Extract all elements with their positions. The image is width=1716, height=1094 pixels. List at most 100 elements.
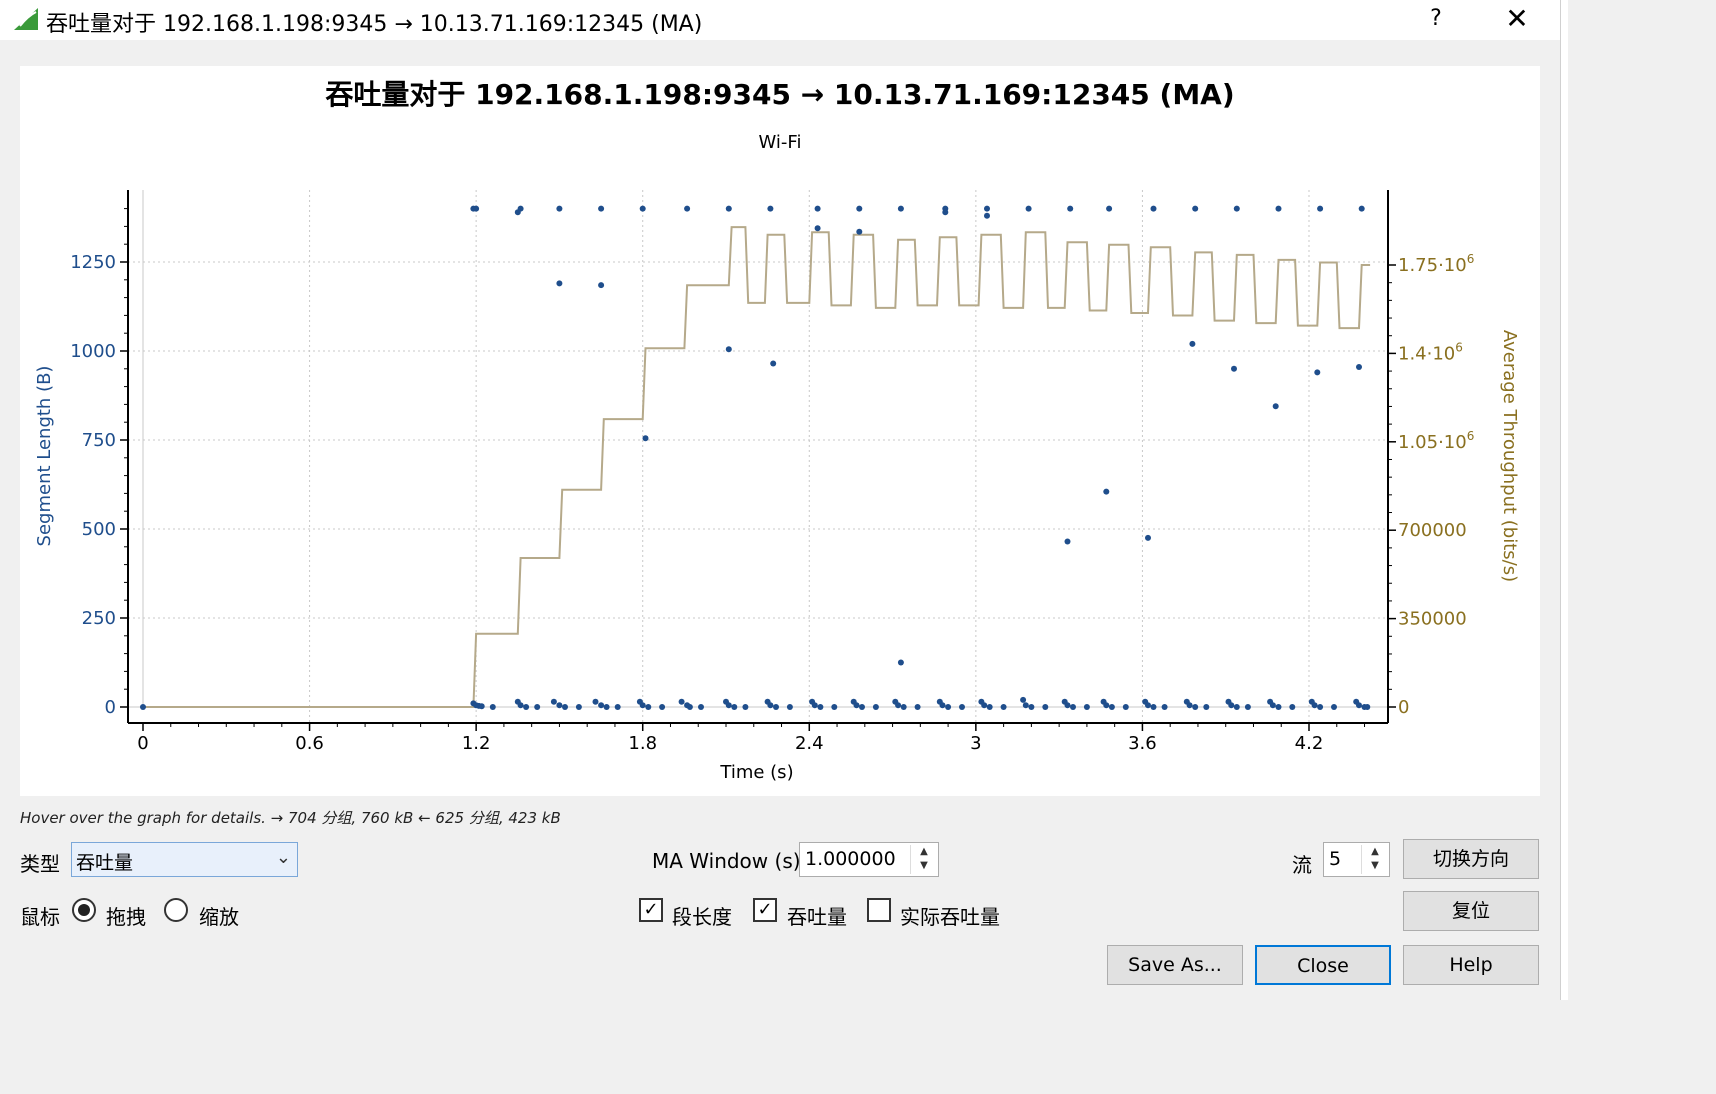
- type-combobox[interactable]: 吞吐量 ⌄: [71, 842, 298, 877]
- segment-point: [770, 360, 777, 367]
- segment-length-label: 段长度: [672, 905, 732, 929]
- y2-tick-label: 0: [1398, 697, 1409, 718]
- reset-button[interactable]: 复位: [1403, 891, 1539, 931]
- x-tick-label: 4.2: [1295, 733, 1324, 754]
- help-button[interactable]: Help: [1403, 945, 1539, 985]
- segment-point: [1150, 205, 1157, 212]
- segment-point: [1269, 702, 1276, 709]
- segment-point: [817, 704, 824, 710]
- checkmark-icon: ✓: [757, 899, 773, 920]
- type-label: 类型: [20, 852, 60, 876]
- segment-point: [1314, 369, 1321, 376]
- y2-tick-label: 1.4·106: [1398, 340, 1463, 364]
- help-icon[interactable]: ?: [1430, 6, 1442, 31]
- throughput-line: [143, 226, 1371, 708]
- zoom-radio[interactable]: [164, 898, 188, 922]
- segment-point: [1275, 205, 1282, 212]
- throughput-checkbox[interactable]: ✓: [753, 898, 777, 922]
- segment-point: [1122, 704, 1129, 710]
- segment-point: [1358, 205, 1365, 212]
- x-tick-label: 2.4: [795, 733, 824, 754]
- segment-point: [598, 282, 605, 289]
- segment-point: [659, 704, 666, 710]
- segment-point: [831, 704, 838, 710]
- y2-tick-label: 1.05·106: [1398, 429, 1474, 453]
- segment-point: [914, 704, 921, 710]
- y-tick-label: 250: [82, 608, 116, 629]
- segment-length-checkbox[interactable]: ✓: [639, 898, 663, 922]
- segment-point: [773, 704, 779, 710]
- segment-point: [981, 702, 988, 709]
- segment-point: [639, 205, 646, 212]
- segment-point: [814, 205, 821, 212]
- segment-point: [698, 704, 704, 710]
- spin-down-icon[interactable]: ▼: [920, 860, 928, 871]
- segment-point: [939, 702, 946, 709]
- y-tick-label: 500: [82, 519, 116, 540]
- ma-window-spinbox[interactable]: 1.000000 ▲ ▼: [799, 842, 939, 877]
- close-button[interactable]: Close: [1255, 945, 1391, 985]
- segment-point: [1189, 340, 1196, 347]
- x-tick-label: 1.8: [628, 733, 657, 754]
- throughput-chart[interactable]: 吞吐量对于 192.168.1.198:9345 → 10.13.71.169:…: [20, 66, 1540, 796]
- segment-point: [550, 698, 557, 705]
- segment-point: [1244, 704, 1251, 710]
- y-tick-label: 750: [82, 430, 116, 451]
- segment-point: [514, 209, 521, 216]
- switch-direction-button[interactable]: 切换方向: [1403, 839, 1539, 879]
- segment-point: [1106, 205, 1113, 212]
- mouse-label: 鼠标: [20, 905, 60, 929]
- goodput-checkbox[interactable]: [867, 898, 891, 922]
- segment-point: [603, 704, 610, 710]
- segment-point: [900, 704, 907, 710]
- segment-point: [523, 704, 530, 710]
- segment-point: [984, 212, 990, 219]
- radio-selected-dot: [78, 904, 90, 916]
- spin-up-icon[interactable]: ▲: [1371, 846, 1379, 857]
- segment-point: [1083, 704, 1090, 710]
- segment-point: [986, 704, 993, 710]
- segment-point: [945, 704, 952, 710]
- stream-spinbox[interactable]: 5 ▲ ▼: [1323, 842, 1390, 877]
- segment-point: [1145, 534, 1151, 541]
- segment-point: [1067, 205, 1074, 212]
- y2-axis-title: Average Throughput (bits/s): [1499, 330, 1520, 582]
- segment-point: [1161, 704, 1168, 710]
- segment-point: [725, 346, 732, 353]
- segment-point: [897, 205, 904, 212]
- x-tick-label: 0: [137, 733, 148, 754]
- segment-point: [942, 209, 949, 216]
- spin-down-icon[interactable]: ▼: [1371, 860, 1379, 871]
- segment-point: [853, 702, 860, 709]
- segment-point: [1356, 702, 1362, 709]
- x-tick-label: 0.6: [295, 733, 324, 754]
- segment-point: [1028, 704, 1035, 710]
- segment-point: [1331, 704, 1337, 710]
- x-axis-title: Time (s): [719, 762, 793, 783]
- wireshark-fin-icon: [14, 8, 38, 30]
- drag-radio[interactable]: [72, 898, 96, 922]
- plot-panel[interactable]: 吞吐量对于 192.168.1.198:9345 → 10.13.71.169:…: [20, 66, 1540, 796]
- segment-point: [1272, 403, 1279, 410]
- segment-point: [645, 704, 652, 710]
- segment-point: [1231, 365, 1237, 372]
- save-as-button[interactable]: Save As...: [1107, 945, 1243, 985]
- segment-point: [684, 205, 691, 212]
- ma-window-stepper[interactable]: ▲ ▼: [910, 845, 936, 874]
- segment-point: [1364, 704, 1371, 710]
- segment-point: [725, 205, 732, 212]
- segment-point: [556, 280, 563, 287]
- spin-up-icon[interactable]: ▲: [920, 846, 928, 857]
- segment-point: [639, 702, 646, 709]
- segment-point: [1022, 702, 1029, 709]
- stream-stepper[interactable]: ▲ ▼: [1361, 845, 1387, 874]
- window-title: 吞吐量对于 192.168.1.198:9345 → 10.13.71.169:…: [46, 12, 703, 37]
- segment-point: [1192, 205, 1199, 212]
- segment-point: [517, 702, 524, 709]
- segment-point: [1311, 702, 1318, 709]
- y2-tick-label: 350000: [1398, 609, 1467, 630]
- close-icon[interactable]: ✕: [1505, 2, 1529, 35]
- segment-point: [598, 205, 605, 212]
- segment-point: [489, 704, 496, 710]
- segment-point: [478, 703, 485, 710]
